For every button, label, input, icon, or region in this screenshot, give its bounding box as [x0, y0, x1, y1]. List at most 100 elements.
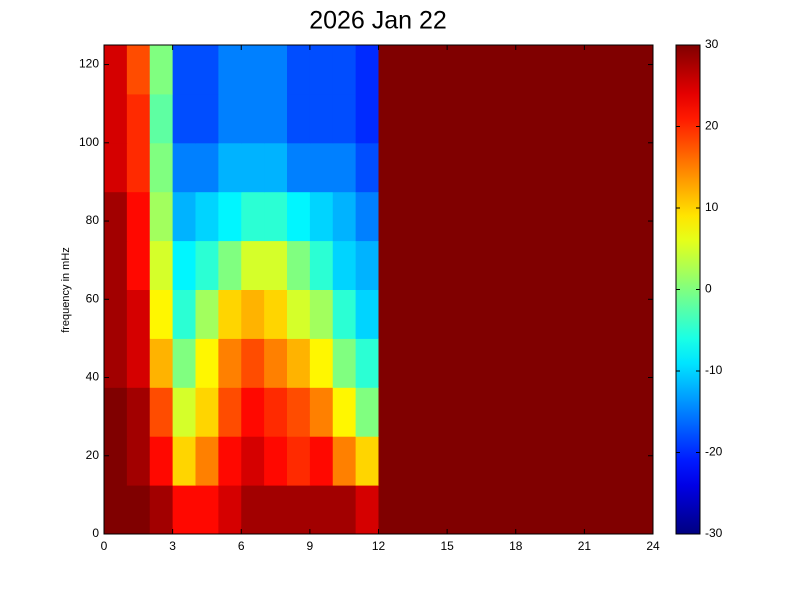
heatmap-cell: [355, 436, 379, 486]
heatmap-cell: [447, 191, 471, 242]
heatmap-cell: [332, 387, 357, 437]
heatmap-cell: [218, 436, 242, 486]
heatmap-cell: [126, 289, 151, 339]
heatmap-cell: [538, 93, 562, 144]
heatmap-cell: [561, 240, 585, 290]
heatmap-cell: [470, 142, 494, 193]
heatmap-cell: [241, 240, 265, 290]
heatmap-cell: [104, 485, 128, 535]
heatmap-cell: [241, 338, 265, 388]
heatmap-cell: [332, 142, 357, 193]
heatmap-cell: [447, 338, 471, 388]
heatmap-cell: [104, 338, 128, 388]
heatmap-cell: [309, 191, 334, 242]
heatmap-cell: [515, 45, 540, 95]
heatmap-cell: [104, 240, 128, 290]
heatmap-cell: [104, 289, 128, 339]
heatmap-cell: [584, 387, 608, 437]
chart-title: 2026 Jan 22: [309, 7, 447, 35]
heatmap-cell: [264, 338, 288, 388]
heatmap-cell: [332, 93, 357, 144]
y-tick-label: 120: [79, 57, 99, 71]
heatmap-cell: [447, 485, 471, 535]
heatmap-cell: [378, 191, 402, 242]
heatmap-cell: [104, 93, 128, 144]
heatmap-cell: [172, 436, 196, 486]
heatmap-cell: [218, 338, 242, 388]
heatmap-cell: [424, 191, 448, 242]
heatmap-cell: [561, 387, 585, 437]
y-tick-label: 40: [86, 370, 100, 384]
heatmap-cell: [309, 387, 334, 437]
heatmap-cell: [515, 240, 540, 290]
heatmap-cell: [561, 45, 585, 95]
heatmap-cell: [378, 485, 402, 535]
x-tick-label: 18: [509, 539, 523, 553]
heatmap-cell: [378, 93, 402, 144]
heatmap-cell: [515, 485, 540, 535]
heatmap-cell: [195, 485, 219, 535]
heatmap-cell: [126, 142, 151, 193]
heatmap-cell: [309, 240, 334, 290]
heatmap-cell: [355, 93, 379, 144]
heatmap-cell: [538, 338, 562, 388]
heatmap-cell: [126, 45, 151, 95]
heatmap-cell: [126, 338, 151, 388]
heatmap-cell: [538, 485, 562, 535]
heatmap-cell: [401, 436, 425, 486]
heatmap-cell: [470, 45, 494, 95]
heatmap-cell: [264, 191, 288, 242]
heatmap-cell: [447, 436, 471, 486]
heatmap-cell: [218, 387, 242, 437]
heatmap-cell: [584, 436, 608, 486]
heatmap-cell: [149, 45, 174, 95]
heatmap-cell: [401, 93, 425, 144]
heatmap-cell: [149, 387, 174, 437]
heatmap-cell: [172, 45, 196, 95]
heatmap-cell: [492, 93, 517, 144]
heatmap-cell: [241, 93, 265, 144]
y-tick-label: 0: [92, 526, 99, 540]
heatmap-cell: [149, 338, 174, 388]
heatmap-cell: [126, 240, 151, 290]
heatmap-cell: [515, 289, 540, 339]
heatmap-cell: [309, 485, 334, 535]
heatmap-cell: [607, 387, 631, 437]
x-tick-label: 24: [646, 539, 660, 553]
heatmap-cell: [630, 191, 654, 242]
y-tick-label: 20: [86, 448, 100, 462]
heatmap-cell: [538, 289, 562, 339]
heatmap-cell: [149, 240, 174, 290]
heatmap-cell: [561, 289, 585, 339]
heatmap-cell: [607, 240, 631, 290]
heatmap-cell: [241, 436, 265, 486]
heatmap-cell: [378, 142, 402, 193]
heatmap-cell: [104, 387, 128, 437]
heatmap-cell: [561, 191, 585, 242]
heatmap-cell: [447, 45, 471, 95]
heatmap-cell: [424, 485, 448, 535]
heatmap-cell: [378, 289, 402, 339]
heatmap-cell: [172, 240, 196, 290]
heatmap-cell: [104, 142, 128, 193]
heatmap-cell: [584, 45, 608, 95]
heatmap-cell: [309, 436, 334, 486]
heatmap-cell: [492, 485, 517, 535]
heatmap-cell: [149, 191, 174, 242]
heatmap-cell: [264, 240, 288, 290]
heatmap-cell: [630, 142, 654, 193]
heatmap-cell: [355, 485, 379, 535]
heatmap-cell: [218, 45, 242, 95]
heatmap-cell: [309, 338, 334, 388]
x-tick-label: 6: [238, 539, 245, 553]
heatmap-cell: [630, 93, 654, 144]
heatmap-cell: [378, 387, 402, 437]
x-tick-label: 0: [101, 539, 108, 553]
colorbar-tick-label: 30: [705, 37, 719, 51]
heatmap-cell: [309, 142, 334, 193]
heatmap-cell: [447, 142, 471, 193]
heatmap-cell: [355, 240, 379, 290]
colorbar-tick-label: -30: [705, 526, 723, 540]
heatmap-cell: [630, 485, 654, 535]
